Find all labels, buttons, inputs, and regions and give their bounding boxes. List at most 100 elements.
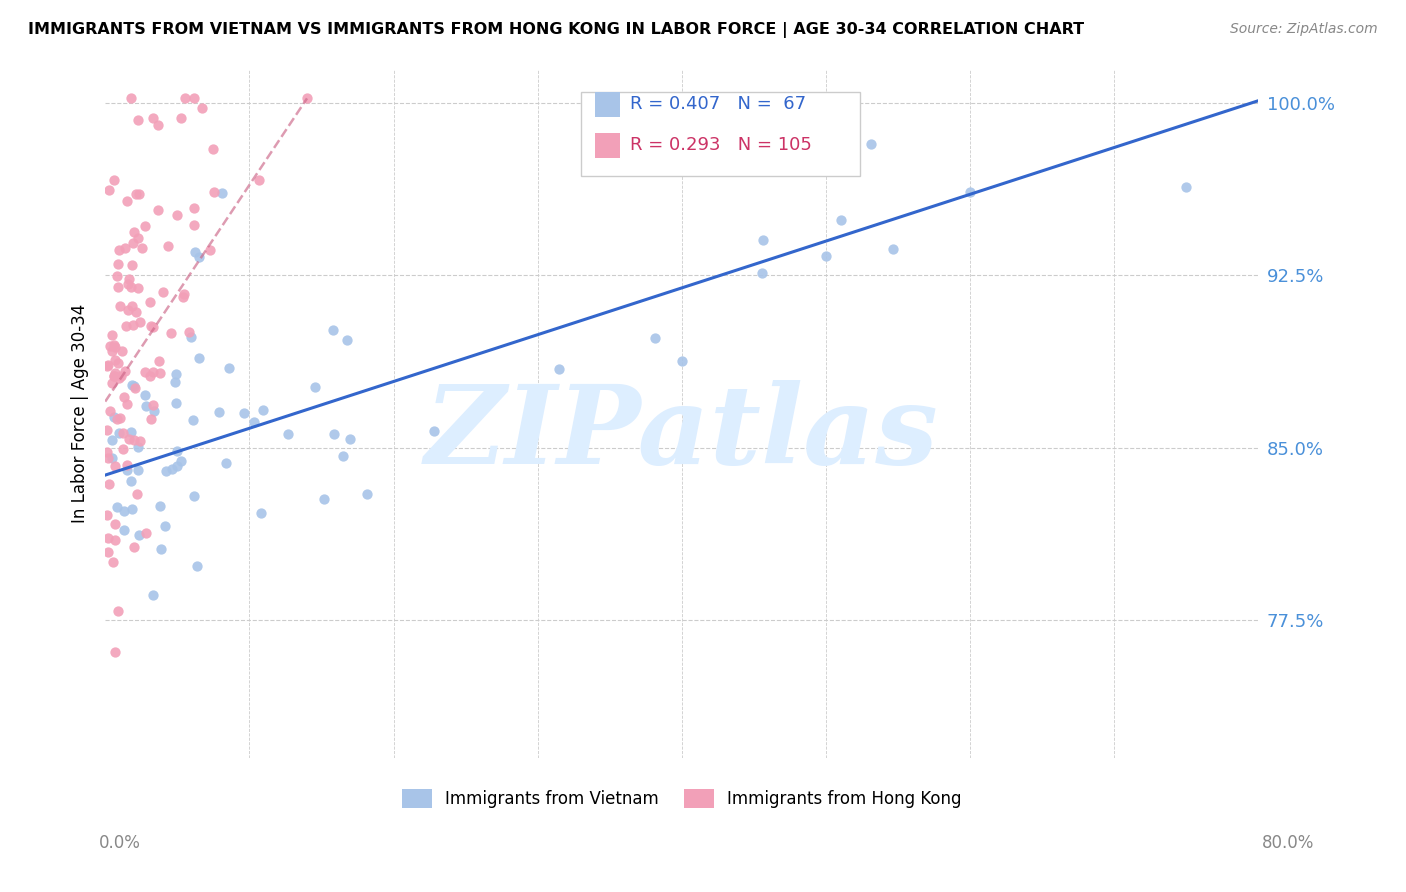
Point	[139, 368, 162, 383]
Point	[110, 411, 132, 425]
Point	[142, 319, 165, 334]
Point	[170, 453, 193, 467]
Point	[131, 241, 153, 255]
Point	[104, 517, 127, 532]
Point	[142, 366, 165, 380]
Point	[208, 405, 231, 419]
Point	[112, 523, 135, 537]
Point	[548, 362, 571, 376]
Point	[97, 476, 120, 491]
Point	[249, 173, 271, 187]
Point	[117, 458, 139, 473]
Point	[108, 370, 131, 384]
Point	[117, 277, 139, 291]
Point	[142, 404, 165, 418]
Point	[103, 337, 125, 351]
Point	[104, 352, 127, 367]
Point	[336, 333, 359, 347]
Point	[101, 450, 124, 465]
Point	[959, 186, 981, 200]
Point	[124, 378, 146, 392]
Point	[103, 368, 125, 383]
Point	[202, 186, 225, 200]
Point	[142, 111, 165, 125]
Point	[752, 234, 775, 248]
Point	[111, 426, 134, 441]
Point	[138, 295, 160, 310]
Legend: Immigrants from Vietnam, Immigrants from Hong Kong: Immigrants from Vietnam, Immigrants from…	[395, 783, 969, 814]
Point	[122, 433, 145, 447]
Y-axis label: In Labor Force | Age 30-34: In Labor Force | Age 30-34	[72, 303, 89, 523]
Point	[107, 500, 129, 514]
Point	[304, 380, 326, 394]
Point	[152, 285, 174, 300]
Point	[149, 499, 172, 513]
Point	[135, 400, 157, 414]
Point	[98, 183, 121, 197]
Point	[169, 112, 191, 126]
Point	[103, 368, 125, 383]
Point	[191, 101, 214, 115]
Point	[127, 112, 149, 127]
Point	[183, 489, 205, 503]
Point	[107, 280, 129, 294]
Point	[125, 305, 148, 319]
Point	[160, 326, 183, 341]
Text: Source: ZipAtlas.com: Source: ZipAtlas.com	[1230, 22, 1378, 37]
Point	[814, 248, 837, 262]
Point	[128, 528, 150, 542]
Point	[323, 426, 346, 441]
Point	[173, 286, 195, 301]
Point	[121, 258, 143, 272]
Point	[314, 492, 336, 507]
Point	[166, 458, 188, 473]
Point	[98, 339, 121, 353]
Point	[187, 351, 209, 366]
Point	[129, 314, 152, 328]
Point	[751, 267, 773, 281]
Point	[101, 343, 124, 358]
Point	[101, 433, 124, 447]
Point	[671, 353, 693, 368]
Point	[166, 443, 188, 458]
Point	[211, 186, 233, 200]
Point	[183, 91, 205, 105]
Point	[277, 427, 299, 442]
Point	[160, 461, 183, 475]
Point	[146, 119, 169, 133]
Point	[122, 225, 145, 239]
Point	[186, 558, 208, 573]
Point	[214, 456, 236, 470]
Point	[121, 299, 143, 313]
Point	[134, 388, 156, 402]
Text: R = 0.407   N =  67: R = 0.407 N = 67	[630, 95, 806, 113]
Point	[356, 487, 378, 501]
Point	[153, 518, 176, 533]
Text: IMMIGRANTS FROM VIETNAM VS IMMIGRANTS FROM HONG KONG IN LABOR FORCE | AGE 30-34 : IMMIGRANTS FROM VIETNAM VS IMMIGRANTS FR…	[28, 22, 1084, 38]
Point	[202, 142, 225, 156]
Point	[165, 375, 187, 389]
Point	[114, 241, 136, 255]
Point	[198, 243, 221, 257]
Point	[860, 137, 883, 152]
Point	[155, 464, 177, 478]
Point	[181, 413, 204, 427]
Point	[165, 367, 187, 381]
Point	[187, 250, 209, 264]
Point	[149, 366, 172, 380]
Point	[117, 302, 139, 317]
Point	[250, 506, 273, 520]
Point	[165, 396, 187, 410]
Point	[1175, 180, 1198, 194]
Point	[112, 391, 135, 405]
Point	[127, 281, 149, 295]
Point	[183, 219, 205, 233]
Point	[125, 187, 148, 202]
Point	[100, 404, 122, 418]
Text: 80.0%: 80.0%	[1263, 834, 1315, 852]
Point	[122, 540, 145, 554]
Point	[115, 397, 138, 411]
Point	[339, 433, 361, 447]
Point	[104, 340, 127, 354]
Point	[120, 474, 142, 488]
